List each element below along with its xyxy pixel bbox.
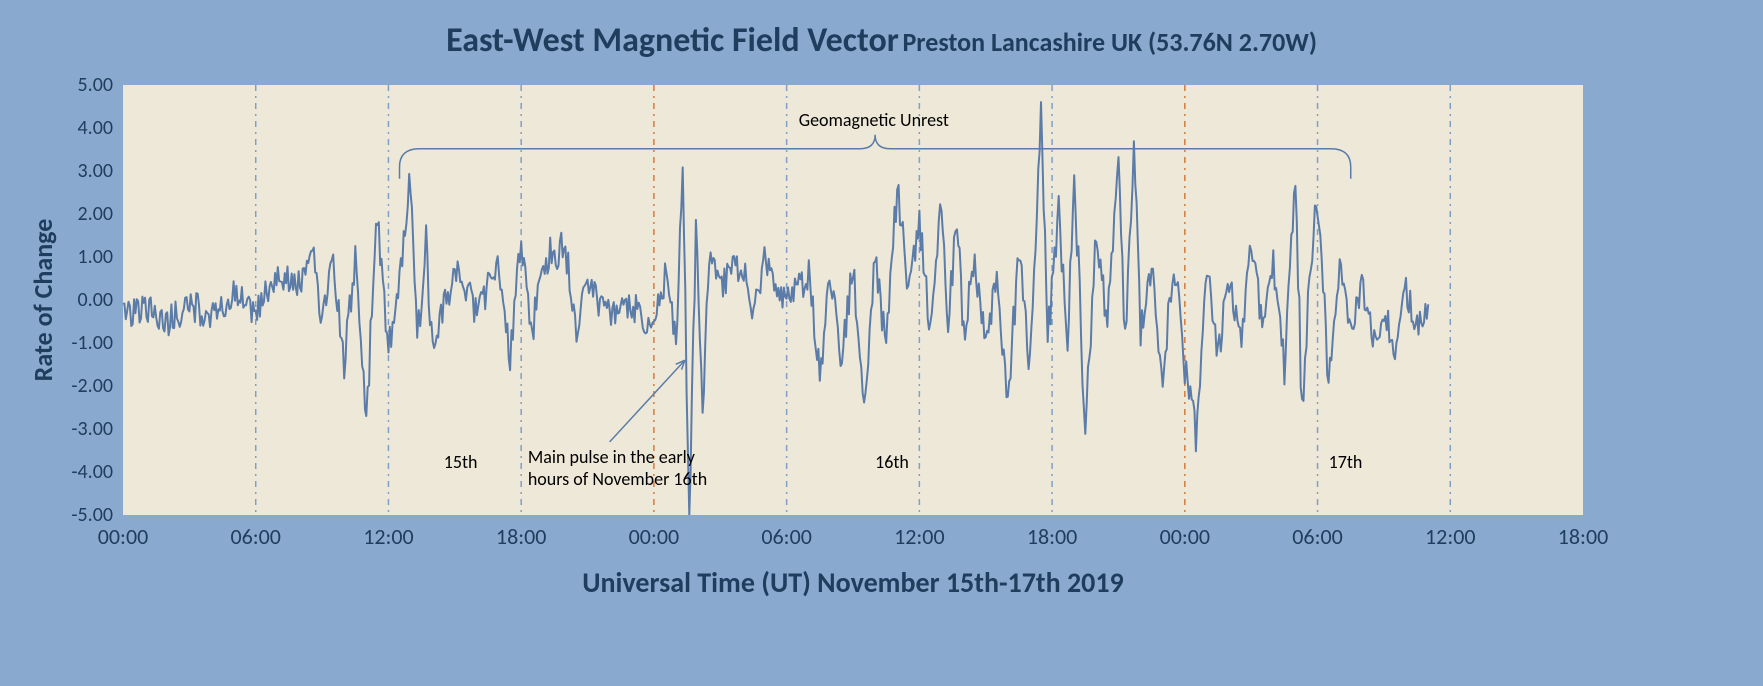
y-tick: 2.00 (53, 202, 113, 226)
chart-frame: East-West Magnetic Field Vector Preston … (28, 10, 1735, 676)
y-tick: 1.00 (53, 245, 113, 269)
annot-main-pulse-line2: hours of November 16th (528, 468, 707, 490)
x-tick: 06:00 (230, 523, 281, 550)
title-sub-text: Preston Lancashire UK (53.76N 2.70W) (902, 26, 1316, 58)
y-tick: 0.00 (53, 288, 113, 312)
y-tick: 3.00 (53, 159, 113, 183)
x-tick: 18:00 (1027, 523, 1078, 550)
annot-main-pulse-line1: Main pulse in the early (528, 446, 695, 468)
x-tick: 06:00 (761, 523, 812, 550)
x-tick: 00:00 (98, 523, 149, 550)
y-tick: -3.00 (53, 417, 113, 441)
x-tick: 12:00 (894, 523, 945, 550)
y-tick: 4.00 (53, 116, 113, 140)
annot-day-17: 17th (1329, 451, 1363, 473)
y-tick: -4.00 (53, 460, 113, 484)
y-tick: 5.00 (53, 73, 113, 97)
y-tick: -2.00 (53, 374, 113, 398)
x-tick: 00:00 (1160, 523, 1211, 550)
annot-day-15: 15th (444, 451, 478, 473)
x-tick: 06:00 (1292, 523, 1343, 550)
x-tick: 00:00 (629, 523, 680, 550)
plot-svg (123, 85, 1583, 515)
plot-area: -5.00-4.00-3.00-2.00-1.000.001.002.003.0… (123, 85, 1583, 515)
annot-geomagnetic-unrest: Geomagnetic Unrest (799, 109, 949, 131)
x-axis-label: Universal Time (UT) November 15th-17th 2… (123, 565, 1583, 600)
y-tick: -1.00 (53, 331, 113, 355)
x-tick: 12:00 (363, 523, 414, 550)
x-tick: 18:00 (1558, 523, 1609, 550)
chart-title: East-West Magnetic Field Vector Preston … (28, 20, 1735, 61)
x-tick: 18:00 (496, 523, 547, 550)
annot-day-16: 16th (875, 451, 909, 473)
title-main-text: East-West Magnetic Field Vector (446, 20, 899, 61)
x-tick: 12:00 (1425, 523, 1476, 550)
